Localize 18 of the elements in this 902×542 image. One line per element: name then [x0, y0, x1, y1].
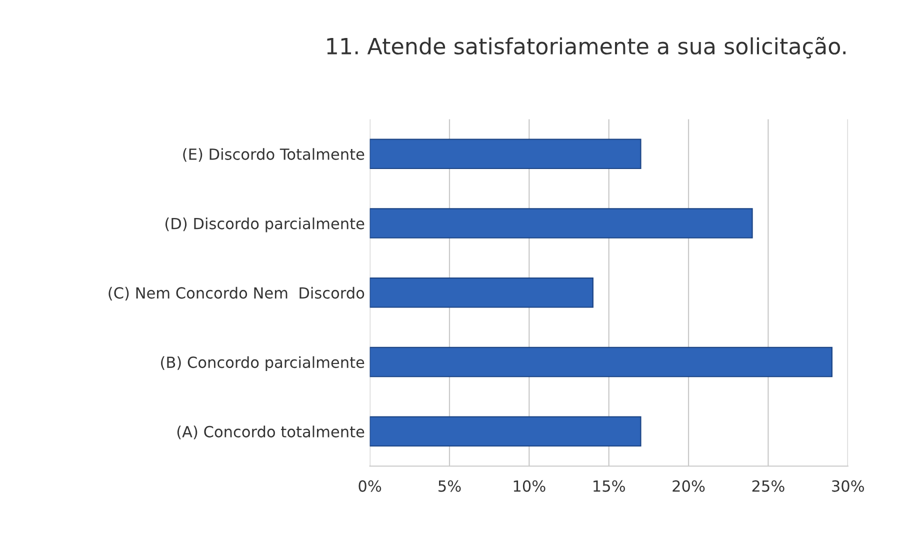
x-tick-label: 5% [438, 480, 461, 492]
x-tick-label: 10% [514, 480, 546, 492]
y-tick-label: (C) Nem Concordo Nem Discordo [108, 286, 364, 300]
x-tick-label: 30% [832, 480, 864, 492]
y-tick-label: (B) Concordo parcialmente [161, 356, 364, 372]
bar [370, 416, 642, 447]
bar [370, 208, 753, 238]
x-tick-label: 20% [672, 480, 705, 492]
chart-title: 11. Atende satisfatoriamente a sua solicitação. [327, 36, 846, 58]
y-tick-label: (A) Concordo totalmente [177, 426, 364, 440]
y-tick-label: (D) Discordo parcialmente [165, 218, 364, 232]
y-tick-label: (E) Discordo Totalmente [183, 148, 364, 162]
x-tick-label: 15% [594, 480, 625, 492]
bar [370, 278, 594, 308]
bar [370, 346, 832, 378]
bar [370, 138, 642, 170]
x-tick-label: 0% [358, 480, 382, 492]
x-tick-label: 25% [752, 480, 784, 492]
